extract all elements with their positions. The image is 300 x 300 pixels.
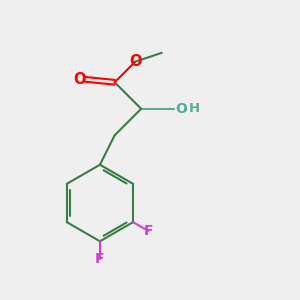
Text: O: O — [129, 54, 142, 69]
Text: H: H — [189, 102, 200, 115]
Text: F: F — [95, 252, 105, 266]
Text: F: F — [144, 224, 153, 238]
Text: O: O — [74, 72, 86, 87]
Text: O: O — [175, 102, 187, 116]
